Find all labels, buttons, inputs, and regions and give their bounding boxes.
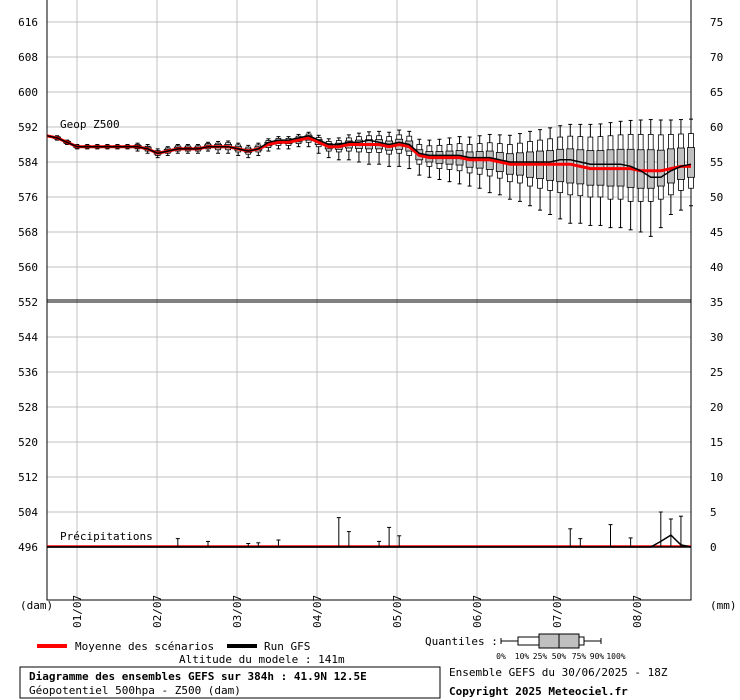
x-tick-label: 03/07 — [231, 595, 244, 628]
left-tick-label: 560 — [18, 261, 38, 274]
precip-run-line — [47, 534, 692, 548]
quantile-mark-label: 100% — [606, 652, 625, 661]
left-unit-label: (dam) — [20, 599, 53, 612]
x-tick-label: 04/07 — [311, 595, 324, 628]
right-tick-label: 65 — [710, 86, 723, 99]
left-tick-label: 608 — [18, 51, 38, 64]
title-box — [19, 666, 441, 699]
run-line — [46, 135, 692, 179]
altitude-label: Altitude du modele : 141m — [179, 653, 345, 666]
precip-spike — [206, 540, 210, 547]
precip-spike — [346, 531, 351, 547]
left-tick-label: 512 — [18, 471, 38, 484]
left-tick-label: 544 — [18, 331, 38, 344]
right-tick-label: 25 — [710, 366, 723, 379]
box-75-25 — [677, 147, 685, 180]
legend-mean-label: Moyenne des scénarios — [75, 640, 214, 653]
precip-spike — [397, 535, 402, 547]
precip-spike — [668, 518, 673, 547]
quantile-mark-label: 75% — [572, 652, 587, 661]
right-tick-label: 55 — [710, 156, 723, 169]
right-tick-label: 70 — [710, 51, 723, 64]
left-tick-label: 520 — [18, 436, 38, 449]
grid-lines — [46, 0, 692, 601]
quantile-marks: 0% 10% 25% 50% 75% 90% 100% — [496, 652, 626, 661]
right-tick-label: 20 — [710, 401, 723, 414]
right-tick-label: 0 — [710, 541, 717, 554]
chart-subtitle: Géopotentiel 500hpa - Z500 (dam) — [29, 684, 241, 697]
precip-spike — [175, 538, 180, 547]
right-tick-label: 40 — [710, 261, 723, 274]
precip-spike — [628, 537, 633, 547]
left-tick-label: 600 — [18, 86, 38, 99]
run-info: Ensemble GEFS du 30/06/2025 - 18Z — [449, 666, 668, 679]
quantile-box — [677, 119, 685, 211]
box-75-25 — [687, 147, 695, 178]
right-tick-label: 60 — [710, 121, 723, 134]
right-tick-label: 45 — [710, 226, 723, 239]
left-tick-label: 576 — [18, 191, 38, 204]
quantile-mark-label: 25% — [533, 652, 548, 661]
x-tick-label: 08/07 — [631, 595, 644, 628]
left-tick-label: 616 — [18, 16, 38, 29]
x-tick-label: 02/07 — [151, 595, 164, 628]
left-tick-label: 568 — [18, 226, 38, 239]
panel-top-label: Geop Z500 — [60, 118, 120, 131]
box-75-25 — [646, 149, 655, 189]
right-tick-label: 50 — [710, 191, 723, 204]
copyright: Copyright 2025 Meteociel.fr — [449, 685, 628, 698]
quantile-box — [687, 118, 695, 207]
quantile-mark-label: 10% — [515, 652, 530, 661]
x-tick-label: 01/07 — [71, 595, 84, 628]
panel-bottom-label: Précipitations — [60, 530, 153, 543]
quantile-legend-icon — [500, 633, 602, 649]
quantile-mark-label: 0% — [496, 652, 506, 661]
x-tick-label: 05/07 — [391, 595, 404, 628]
chart-title: Diagramme des ensembles GEFS sur 384h : … — [29, 670, 367, 683]
right-tick-label: 30 — [710, 331, 723, 344]
precip-spike — [608, 524, 613, 547]
precip-spike — [336, 517, 341, 547]
plot-frame — [46, 0, 692, 601]
left-tick-label: 504 — [18, 506, 38, 519]
legend-run-label: Run GFS — [264, 640, 310, 653]
x-tick-label: 06/07 — [471, 595, 484, 628]
precip-spike — [568, 528, 573, 547]
quantiles-label: Quantiles : — [425, 635, 498, 648]
quantile-mark-label: 90% — [590, 652, 605, 661]
right-tick-label: 10 — [710, 471, 723, 484]
right-tick-label: 15 — [710, 436, 723, 449]
left-tick-label: 528 — [18, 401, 38, 414]
right-tick-label: 75 — [710, 16, 723, 29]
right-tick-label: 5 — [710, 506, 717, 519]
precip-spike — [387, 526, 392, 547]
box-75-25 — [656, 149, 665, 187]
left-tick-label: 584 — [18, 156, 38, 169]
left-tick-label: 536 — [18, 366, 38, 379]
precip-spike — [377, 540, 382, 547]
left-tick-label: 496 — [18, 541, 38, 554]
box-75-25 — [666, 148, 675, 184]
left-tick-label: 552 — [18, 296, 38, 309]
precip-spike — [678, 515, 683, 547]
precip-spike — [578, 538, 583, 547]
x-tick-label: 07/07 — [551, 595, 564, 628]
right-tick-label: 35 — [710, 296, 723, 309]
series-lines — [46, 134, 692, 548]
precip-spike — [276, 539, 281, 547]
left-tick-label: 592 — [18, 121, 38, 134]
quantile-box — [656, 119, 665, 229]
quantile-mark-label: 50% — [552, 652, 567, 661]
right-unit-label: (mm) — [710, 599, 737, 612]
